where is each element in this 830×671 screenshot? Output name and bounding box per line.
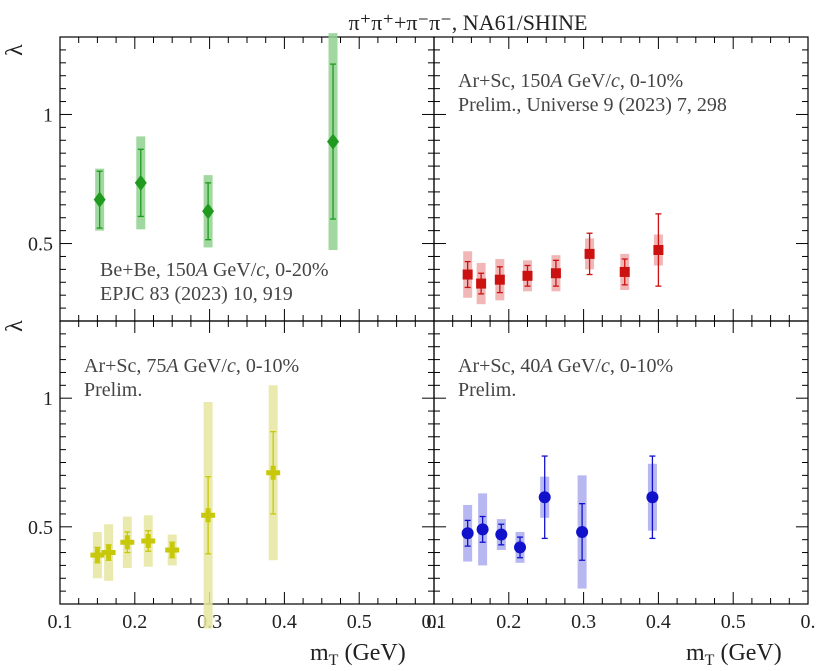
annotation-part: Prelim.	[84, 379, 142, 401]
annotation-part: Prelim.	[458, 379, 516, 401]
chart-title: π⁺π⁺+π⁻π⁻, NA61/SHINE	[349, 10, 588, 35]
annotation-part: c	[601, 355, 610, 377]
x-axis-title-left-main: m	[310, 640, 329, 666]
data-point-square	[550, 268, 561, 279]
data-point-cross	[120, 535, 135, 550]
x-tick-label: 0.5	[347, 611, 372, 633]
panel-annotation: Ar+Sc, 75A GeV/c, 0-10%	[84, 355, 299, 377]
data-point-circle	[538, 491, 551, 504]
annotation-part: EPJC 83 (2023) 10, 919	[100, 283, 293, 305]
x-axis-title-right: mT (GeV)	[686, 640, 782, 669]
x-tick-label: 0.4	[272, 611, 297, 633]
x-tick-label: 0.	[801, 611, 816, 633]
panel-annotation: Prelim.	[458, 379, 516, 401]
annotation-part: Ar+Sc, 150	[458, 70, 550, 92]
data-point-cross	[90, 548, 105, 563]
data-point-cross	[266, 465, 281, 480]
data-point-square	[522, 270, 533, 281]
panel-annotation: Ar+Sc, 150A GeV/c, 0-10%	[458, 70, 683, 92]
y-axis-title-top: λ	[2, 44, 28, 56]
annotation-part: , 0-10%	[620, 70, 683, 92]
data-point-square	[584, 248, 595, 259]
panel-annotation: Ar+Sc, 40A GeV/c, 0-10%	[458, 355, 673, 377]
x-tick-label: 0.2	[122, 611, 147, 633]
x-axis-title-left-unit: (GeV)	[338, 640, 405, 666]
annotation-part: Ar+Sc, 75	[84, 355, 166, 377]
data-point-cross	[165, 542, 180, 557]
data-point-diamond	[93, 191, 106, 208]
x-tick-label: 0.2	[496, 611, 521, 633]
x-axis-title-left: mT (GeV)	[310, 640, 406, 669]
panel-annotation: Be+Be, 150A GeV/c, 0-20%	[100, 259, 328, 281]
y-axis-title-bottom: λ	[2, 320, 28, 332]
panel-bottom-left: 0.510.10.20.30.40.50.Ar+Sc, 75A GeV/c, 0…	[28, 320, 442, 633]
annotation-part: A	[194, 259, 209, 281]
annotation-part: GeV/	[208, 259, 257, 281]
annotation-part: c	[256, 259, 265, 281]
annotation-part: GeV/	[563, 70, 612, 92]
y-tick-label: 1	[43, 388, 53, 410]
annotation-part: , 0-10%	[236, 355, 299, 377]
annotation-part: GeV/	[179, 355, 228, 377]
panel-annotation: Prelim.	[84, 379, 142, 401]
data-point-square	[619, 266, 630, 277]
annotation-part: A	[538, 355, 553, 377]
annotation-part: , 0-10%	[610, 355, 673, 377]
x-tick-label: 0.1	[48, 611, 73, 633]
panel-annotation: EPJC 83 (2023) 10, 919	[100, 283, 293, 305]
panel-bottom-right: 0.1 0.2 0.3 0.4 0.5 0. Ar+Sc, 40A GeV/c, 0-10%…	[422, 320, 816, 633]
annotation-part: Be+Be, 150	[100, 259, 196, 281]
x-tick-label: 0.4	[646, 611, 671, 633]
axis-titles: λ λ mT (GeV) mT (GeV)	[2, 44, 782, 669]
data-point-circle	[461, 527, 474, 540]
data-point-diamond	[327, 133, 340, 150]
x-axis-title-right-sub: T	[705, 652, 715, 669]
data-point-diamond	[202, 203, 215, 220]
data-point-cross	[201, 508, 216, 523]
data-point-square	[462, 269, 473, 280]
data-point-square	[653, 245, 664, 255]
panel-top-right: Ar+Sc, 150A GeV/c, 0-10%Prelim., Univers…	[433, 36, 809, 322]
data-point-square	[476, 278, 487, 289]
x-axis-title-right-unit: (GeV)	[714, 640, 781, 666]
data-point-circle	[576, 525, 589, 538]
panel-annotation: Prelim., Universe 9 (2023) 7, 298	[458, 94, 727, 116]
annotation-part: A	[548, 70, 563, 92]
x-tick-label: 0.	[427, 611, 442, 633]
data-point-square	[494, 274, 505, 285]
x-axis-title-right-main: m	[686, 640, 705, 666]
annotation-part: Prelim., Universe 9 (2023) 7, 298	[458, 94, 727, 116]
y-tick-label: 0.5	[28, 234, 53, 256]
annotation-part: c	[611, 70, 620, 92]
y-tick-label: 1	[43, 104, 53, 126]
x-tick-label: 0.3	[571, 611, 596, 633]
data-point-cross	[101, 545, 116, 560]
annotation-part: Ar+Sc, 40	[458, 355, 540, 377]
data-point-diamond	[134, 174, 147, 191]
data-point-circle	[646, 491, 659, 504]
data-point-cross	[141, 533, 156, 548]
x-tick-label: 0.1	[422, 611, 447, 633]
x-axis-title-left-sub: T	[329, 652, 339, 669]
annotation-part: GeV/	[553, 355, 602, 377]
annotation-part: A	[164, 355, 179, 377]
data-point-circle	[514, 541, 527, 554]
panel-top-left: 0.5 1 Be+Be, 150A GeV/c, 0-20%EPJC 83 (202…	[28, 33, 435, 322]
y-tick-label: 0.5	[28, 517, 53, 539]
data-point-circle	[495, 528, 508, 541]
x-tick-label: 0.5	[721, 611, 746, 633]
annotation-part: , 0-20%	[265, 259, 328, 281]
annotation-part: c	[227, 355, 236, 377]
data-point-circle	[476, 523, 489, 536]
